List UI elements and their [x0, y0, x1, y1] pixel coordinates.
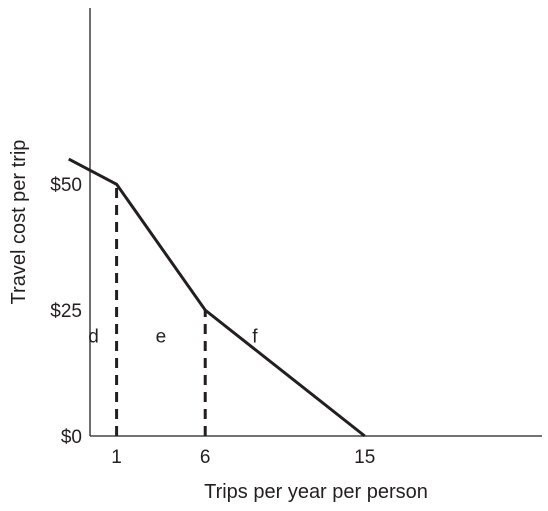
y-tick-label-50: $50: [50, 175, 82, 196]
x-axis-label: Trips per year per person: [204, 481, 428, 503]
reference-lines: [115, 184, 207, 436]
axes: [89, 8, 542, 437]
region-labels: d e f: [88, 326, 258, 347]
demand-curve-line: [68, 157, 366, 438]
tick-labels: 1 6 15 $0 $25 $50: [50, 175, 375, 468]
x-tick-label-6: 6: [200, 447, 211, 468]
x-tick-label-15: 15: [354, 447, 375, 468]
region-label-e: e: [156, 326, 167, 347]
x-tick-label-1: 1: [111, 447, 122, 468]
y-tick-label-0: $0: [61, 427, 82, 448]
region-label-d: d: [88, 326, 99, 347]
region-label-f: f: [252, 326, 258, 347]
y-axis-label: Travel cost per trip: [8, 140, 30, 305]
y-tick-label-25: $25: [50, 301, 82, 322]
series: [68, 157, 366, 438]
